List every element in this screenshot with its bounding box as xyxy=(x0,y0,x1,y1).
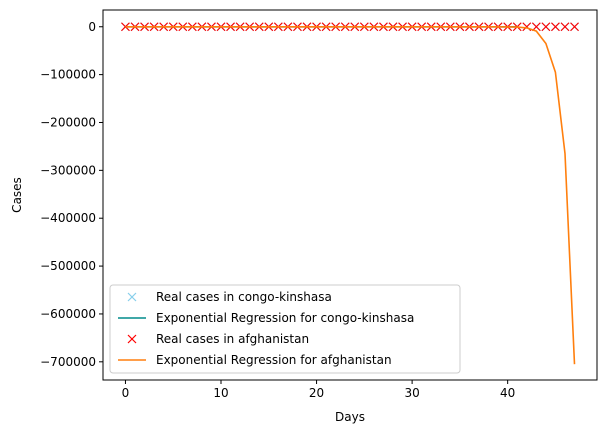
legend-label: Exponential Regression for congo-kinshas… xyxy=(156,311,414,325)
legend-item-real-cases-in-afghanistan: Real cases in afghanistan xyxy=(127,332,309,346)
legend-item-exponential-regression-for-afghanistan: Exponential Regression for afghanistan xyxy=(118,353,392,367)
x-tick-label: 10 xyxy=(213,386,228,400)
data-point-stroke xyxy=(121,22,130,32)
data-point-stroke xyxy=(551,22,560,32)
data-point xyxy=(121,22,130,32)
data-point xyxy=(551,22,560,32)
legend-label: Exponential Regression for afghanistan xyxy=(156,353,392,367)
axis-ticks: 0 10 20 30 40 0 −100000 −200000 −300000 −400000 −5… xyxy=(40,20,515,400)
legend-item-real-cases-in-congo-kinshasa: Real cases in congo-kinshasa xyxy=(127,290,332,304)
y-tick-label: −300000 xyxy=(40,163,96,177)
legend-swatch xyxy=(127,334,137,344)
x-tick-label: 20 xyxy=(309,386,324,400)
legend-label: Real cases in congo-kinshasa xyxy=(156,290,332,304)
x-tick-label: 30 xyxy=(404,386,419,400)
y-tick-label: −700000 xyxy=(40,355,96,369)
y-axis-label: Cases xyxy=(10,177,24,213)
legend-swatch-stroke xyxy=(127,292,137,302)
data-point-stroke xyxy=(541,22,551,32)
legend-swatch-stroke xyxy=(127,334,137,344)
data-point-stroke xyxy=(570,22,579,32)
plot-area xyxy=(121,22,579,365)
y-tick-label: −400000 xyxy=(40,211,96,225)
y-tick-label: −600000 xyxy=(40,307,96,321)
legend-frame xyxy=(109,284,461,374)
axes-frame xyxy=(102,9,598,381)
data-point xyxy=(541,22,551,32)
legend-swatch xyxy=(127,292,137,302)
series-exponential-regression-for-afghanistan xyxy=(125,25,576,365)
x-axis-label: Days xyxy=(335,410,365,424)
data-point xyxy=(560,22,570,32)
legend-label: Real cases in afghanistan xyxy=(156,332,309,346)
data-point-stroke xyxy=(560,22,570,32)
data-point xyxy=(570,22,579,32)
x-tick-label: 40 xyxy=(500,386,515,400)
y-tick-label: 0 xyxy=(88,20,96,34)
legend: Real cases in congo-kinshasa Exponential … xyxy=(109,284,461,374)
data-point-stroke xyxy=(522,22,532,32)
y-tick-label: −100000 xyxy=(40,68,96,82)
series-line xyxy=(125,25,576,365)
x-tick-label: 0 xyxy=(122,386,130,400)
legend-item-exponential-regression-for-congo-kinshasa: Exponential Regression for congo-kinshas… xyxy=(118,311,414,325)
y-tick-label: −200000 xyxy=(40,115,96,129)
y-tick-label: −500000 xyxy=(40,259,96,273)
